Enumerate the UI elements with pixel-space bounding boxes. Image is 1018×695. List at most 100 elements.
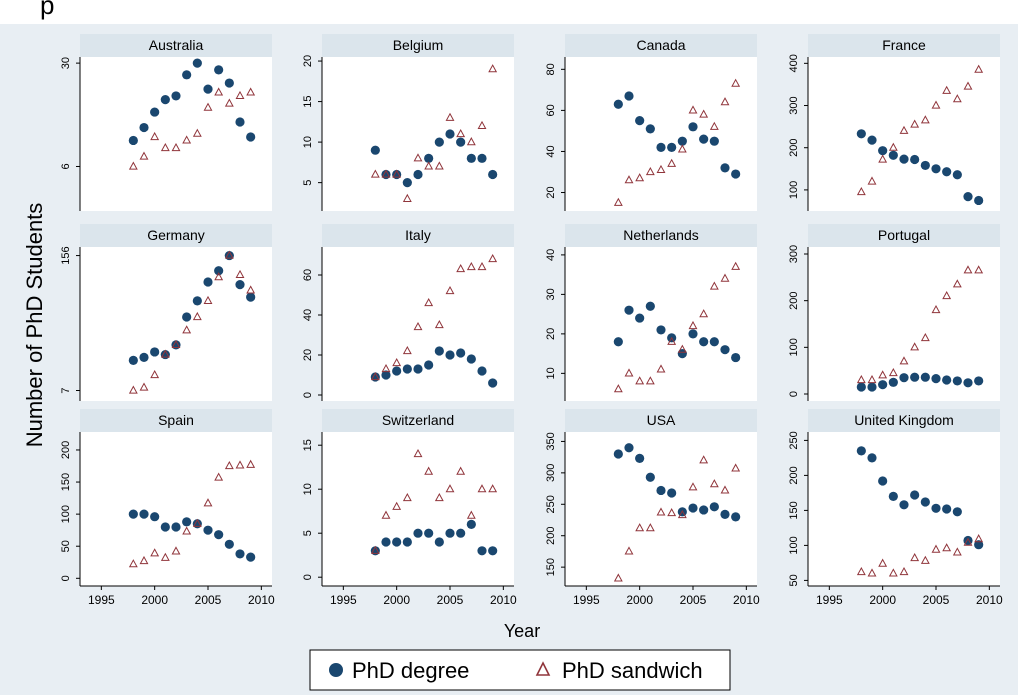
point-phd-degree-portugal — [953, 376, 962, 385]
panel-title-spain: Spain — [158, 412, 194, 428]
point-phd-degree-usa — [688, 503, 697, 512]
x-tick-label-switzerland: 2005 — [437, 593, 464, 607]
point-phd-degree-spain — [246, 553, 255, 562]
point-phd-degree-spain — [203, 526, 212, 535]
point-phd-degree-belgium — [488, 170, 497, 179]
y-tick-label-france: 300 — [788, 96, 800, 114]
point-phd-degree-netherlands — [688, 329, 697, 338]
panel-title-germany: Germany — [147, 227, 205, 243]
y-axis-label: Number of PhD Students — [22, 203, 47, 448]
point-phd-degree-usa — [731, 512, 740, 521]
panel-title-united-kingdom: United Kingdom — [854, 412, 954, 428]
panel-plot-area-australia — [80, 57, 272, 211]
panel-germany: Germany7156 — [60, 224, 272, 401]
point-phd-degree-italy — [467, 354, 476, 363]
point-phd-degree-france — [878, 146, 887, 155]
point-phd-degree-spain — [161, 522, 170, 531]
point-phd-degree-australia — [161, 95, 170, 104]
panel-title-switzerland: Switzerland — [382, 412, 454, 428]
point-phd-degree-switzerland — [381, 537, 390, 546]
point-phd-degree-united-kingdom — [889, 492, 898, 501]
y-tick-label-switzerland: 0 — [302, 574, 314, 580]
point-phd-degree-italy — [392, 366, 401, 375]
panel-canada: Canada 20 40 60 80 — [545, 34, 757, 211]
point-phd-degree-usa — [614, 449, 623, 458]
point-phd-degree-switzerland — [445, 529, 454, 538]
point-phd-degree-canada — [710, 137, 719, 146]
panel-spain: Spain0501001502001995 2000 2005 2010 — [60, 409, 275, 607]
panel-australia: Australia630 — [60, 34, 272, 211]
y-tick-label-usa: 200 — [545, 527, 557, 545]
point-phd-degree-netherlands — [646, 302, 655, 311]
point-phd-degree-netherlands — [678, 349, 687, 358]
y-tick-label-united-kingdom: 200 — [788, 466, 800, 484]
point-phd-degree-france — [867, 136, 876, 145]
point-phd-degree-spain — [129, 510, 138, 519]
panel-plot-area-germany — [80, 247, 272, 401]
point-phd-degree-france — [963, 192, 972, 201]
point-phd-degree-united-kingdom — [921, 497, 930, 506]
y-tick-label-france: 200 — [788, 139, 800, 157]
y-tick-label-netherlands: 30 — [545, 288, 557, 300]
legend-label-phd-degree: PhD degree — [352, 658, 469, 683]
panel-netherlands: Netherlands 10 20 30 40 — [545, 224, 757, 401]
point-phd-degree-italy — [488, 378, 497, 387]
y-tick-label-united-kingdom: 50 — [788, 574, 800, 586]
point-phd-degree-netherlands — [731, 353, 740, 362]
point-phd-degree-portugal — [931, 374, 940, 383]
point-phd-degree-italy — [413, 364, 422, 373]
point-phd-degree-australia — [214, 65, 223, 74]
point-phd-degree-germany — [193, 296, 202, 305]
y-tick-label-france: 100 — [788, 181, 800, 199]
point-phd-degree-switzerland — [413, 529, 422, 538]
point-phd-degree-portugal — [974, 376, 983, 385]
y-tick-label-belgium: 5 — [302, 180, 314, 186]
point-phd-degree-netherlands — [710, 337, 719, 346]
point-phd-degree-australia — [246, 132, 255, 141]
top-white-strip — [0, 0, 1018, 24]
y-tick-label-portugal: 200 — [788, 291, 800, 309]
panel-title-portugal: Portugal — [878, 227, 930, 243]
point-phd-degree-netherlands — [720, 345, 729, 354]
point-phd-degree-netherlands — [699, 337, 708, 346]
y-tick-label-italy: 40 — [302, 309, 314, 321]
point-phd-degree-belgium — [467, 154, 476, 163]
legend-label-phd-sandwich: PhD sandwich — [562, 658, 703, 683]
point-phd-degree-switzerland — [424, 529, 433, 538]
y-tick-label-usa: 150 — [545, 558, 557, 576]
point-phd-degree-germany — [246, 293, 255, 302]
x-tick-label-united-kingdom: 2005 — [923, 593, 950, 607]
x-tick-label-united-kingdom: 1995 — [816, 593, 843, 607]
point-phd-degree-france — [889, 151, 898, 160]
point-phd-degree-spain — [139, 510, 148, 519]
y-tick-label-portugal: 100 — [788, 338, 800, 356]
x-tick-label-usa: 2005 — [680, 593, 707, 607]
x-axis-label: Year — [504, 621, 540, 641]
y-tick-label-switzerland: 15 — [302, 439, 314, 451]
point-phd-degree-united-kingdom — [931, 504, 940, 513]
panel-plot-area-belgium — [322, 57, 514, 211]
point-phd-degree-france — [931, 164, 940, 173]
point-phd-degree-belgium — [435, 138, 444, 147]
panel-plot-area-switzerland — [322, 432, 514, 586]
panel-usa: USA1502002503003501995 2000 2005 2010 — [545, 409, 760, 607]
point-phd-degree-portugal — [899, 373, 908, 382]
point-phd-degree-belgium — [403, 178, 412, 187]
point-phd-degree-switzerland — [488, 546, 497, 555]
point-phd-degree-italy — [435, 346, 444, 355]
panel-title-australia: Australia — [149, 37, 204, 53]
panel-plot-area-canada — [565, 57, 757, 211]
panel-title-canada: Canada — [636, 37, 685, 53]
point-phd-degree-italy — [445, 350, 454, 359]
x-tick-label-united-kingdom: 2000 — [869, 593, 896, 607]
point-phd-degree-switzerland — [392, 537, 401, 546]
panel-title-usa: USA — [647, 412, 676, 428]
panel-plot-area-netherlands — [565, 247, 757, 401]
x-tick-label-united-kingdom: 2010 — [976, 593, 1003, 607]
y-tick-label-canada: 60 — [545, 104, 557, 116]
y-tick-label-belgium: 20 — [302, 55, 314, 67]
point-phd-degree-australia — [139, 123, 148, 132]
panel-plot-area-spain — [80, 432, 272, 586]
point-phd-degree-germany — [182, 312, 191, 321]
